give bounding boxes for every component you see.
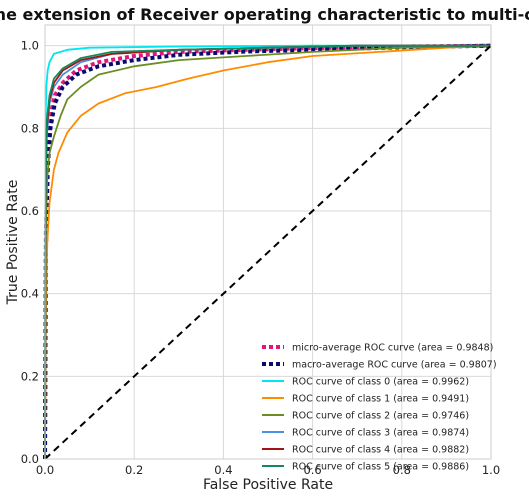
y-tick-label: 1.0	[21, 39, 39, 53]
legend-label-0: micro-average ROC curve (area = 0.9848)	[292, 343, 493, 354]
legend-label-6: ROC curve of class 4 (area = 0.9882)	[292, 445, 469, 456]
x-tick-label: 0.4	[214, 463, 232, 477]
y-tick-label: 0.2	[21, 369, 39, 383]
legend-label-3: ROC curve of class 1 (area = 0.9491)	[292, 394, 469, 405]
legend-label-7: ROC curve of class 5 (area = 0.9886)	[292, 462, 469, 473]
x-tick-label: 0.2	[125, 463, 143, 477]
legend-label-1: macro-average ROC curve (area = 0.9807)	[292, 360, 497, 371]
y-tick-label: 0.8	[21, 121, 39, 135]
legend-label-5: ROC curve of class 3 (area = 0.9874)	[292, 428, 469, 439]
y-tick-label: 0.6	[21, 204, 39, 218]
y-tick-label: 0.4	[21, 287, 39, 301]
y-tick-label: 0.0	[21, 452, 39, 466]
legend-label-4: ROC curve of class 2 (area = 0.9746)	[292, 411, 469, 422]
chart-title: Some extension of Receiver operating cha…	[0, 5, 529, 24]
legend-label-2: ROC curve of class 0 (area = 0.9962)	[292, 377, 469, 388]
y-axis-label: True Positive Rate	[5, 180, 21, 306]
x-tick-label: 1.0	[482, 463, 500, 477]
x-axis-label: False Positive Rate	[203, 477, 333, 493]
